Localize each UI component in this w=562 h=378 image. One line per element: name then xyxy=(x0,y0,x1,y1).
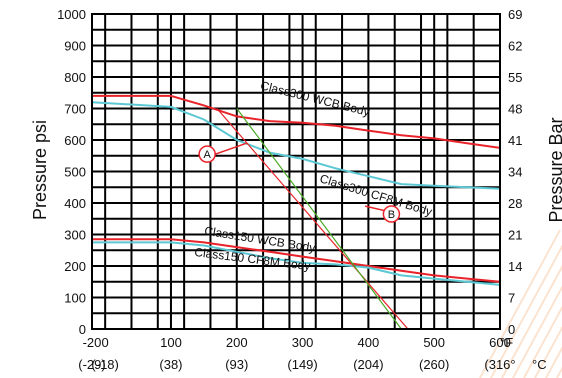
marker-leader-A xyxy=(214,142,247,155)
class300-wcb-line xyxy=(92,94,501,149)
y-tick-label-psi: 400 xyxy=(64,196,86,211)
x-tick-label-f: 400 xyxy=(358,335,380,350)
decor-hatch xyxy=(545,346,562,378)
x-ticks-f: -20 0 100 200 300 400 500 600 xyxy=(83,335,511,350)
x-unit-label-c: °C xyxy=(532,357,547,372)
x-tick-label-f: 500 xyxy=(423,335,445,350)
y-tick-label-bar: 55 xyxy=(508,70,522,85)
y-tick-label-psi: 1000 xyxy=(57,7,86,22)
y-tick-label-psi: 100 xyxy=(64,291,86,306)
decor-hatch xyxy=(490,244,562,378)
x-tick-label-c: (260) xyxy=(419,357,449,372)
annotation-markers: AB xyxy=(198,142,401,223)
y-tick-label-bar: 0 xyxy=(508,322,515,337)
x-tick-label-c: (-18) xyxy=(91,357,118,372)
y-tick-label-bar: 48 xyxy=(508,102,522,117)
decor-hatch xyxy=(512,285,562,378)
marker-label-A: A xyxy=(203,149,211,161)
y-tick-label-bar: 41 xyxy=(508,133,522,148)
derating-line-green xyxy=(236,108,402,330)
y-tick-label-bar: 7 xyxy=(508,291,515,306)
x-tick-label-f: 100 xyxy=(160,335,182,350)
class150-wcb-line xyxy=(92,238,501,283)
y-tick-label-psi: 500 xyxy=(64,165,86,180)
class150-cf8m-line xyxy=(92,241,501,286)
decor-hatch xyxy=(501,264,562,378)
y-tick-label-bar: 21 xyxy=(508,228,522,243)
plot-frame xyxy=(91,13,501,330)
x-tick-label-c: (149) xyxy=(287,357,317,372)
x-unit-label-f: °F xyxy=(500,335,513,350)
x-tick-label-f: 300 xyxy=(292,335,314,350)
y-tick-label-bar: 69 xyxy=(508,7,522,22)
y-tick-label-bar: 62 xyxy=(508,39,522,54)
x-tick-label-c: (93) xyxy=(225,357,248,372)
derating-line-red xyxy=(216,108,409,330)
y-tick-label-psi: 900 xyxy=(64,39,86,54)
y-tick-label-psi: 600 xyxy=(64,133,86,148)
class300-cf8m-line xyxy=(91,101,501,190)
x-tick-label-f: 200 xyxy=(226,335,248,350)
y-tick-label-psi: 700 xyxy=(64,102,86,117)
y-tick-label-psi: 0 xyxy=(79,322,86,337)
decor-hatch xyxy=(534,325,562,378)
background-decoration xyxy=(479,229,562,378)
x-tick-label-c: (316° xyxy=(484,357,515,372)
decor-hatch xyxy=(523,305,562,378)
y-ticks-psi: 0 100 200 300 400 500 600 700 800 900 1000 xyxy=(57,7,86,337)
y-tick-label-psi: 200 xyxy=(64,259,86,274)
x-tick-label-f: 600 xyxy=(489,335,511,350)
y-tick-label-psi: 300 xyxy=(64,228,86,243)
x-tick-label-f: -20 xyxy=(83,335,102,350)
y-tick-label-bar: 14 xyxy=(508,259,522,274)
plot-border xyxy=(91,13,501,330)
x-tick-label-f: 0 xyxy=(102,335,109,350)
series-layer xyxy=(91,94,501,330)
x-tick-label-c: (38) xyxy=(159,357,182,372)
x-tick-label-c: (204) xyxy=(353,357,383,372)
y-axis-title-right: Pressure Bar xyxy=(546,117,562,222)
y-axis-title-left: Pressure psi xyxy=(30,120,50,220)
x-ticks-c: (-29)(-18) (38) (93) (149) (204) (260) (316° xyxy=(78,357,515,372)
marker-label-B: B xyxy=(388,209,395,221)
y-tick-label-psi: 800 xyxy=(64,70,86,85)
y-tick-label-bar: 28 xyxy=(508,196,522,211)
marker-circle-B xyxy=(382,205,401,223)
y-ticks-bar: 0 7 14 21 28 34 41 48 55 62 69 xyxy=(508,7,522,337)
marker-circle-A xyxy=(198,145,216,163)
decor-hatch xyxy=(479,229,561,378)
x-tick-label-c: (-29) xyxy=(78,357,105,372)
y-tick-label-bar: 34 xyxy=(508,165,522,180)
grid-lines xyxy=(92,13,501,330)
